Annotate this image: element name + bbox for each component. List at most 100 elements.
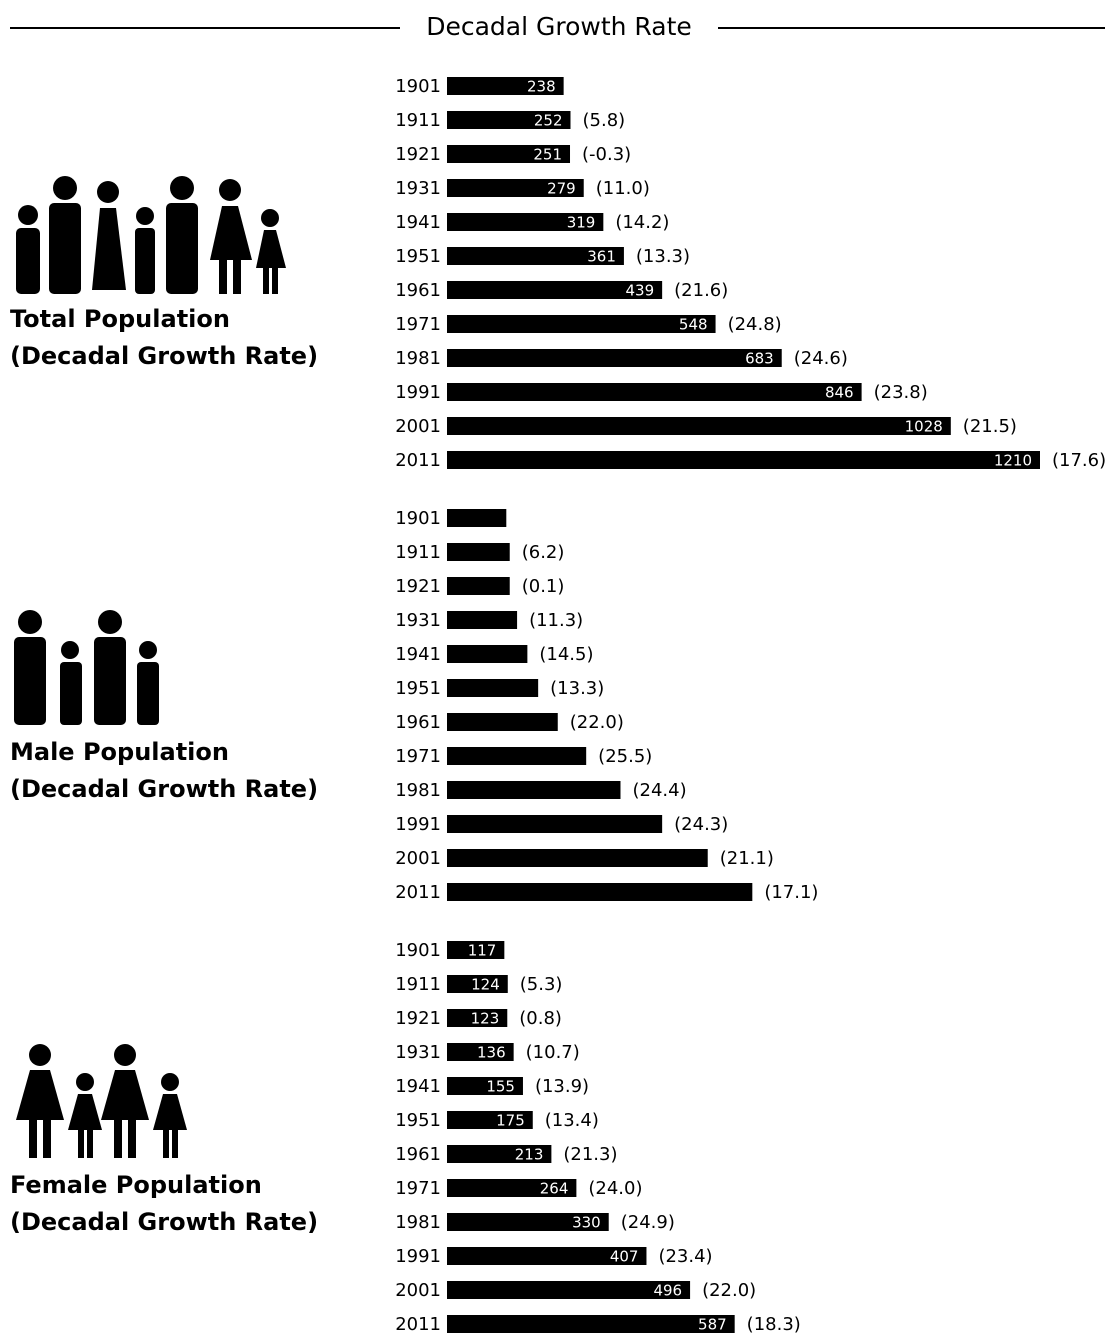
year-label: 1911 (395, 542, 441, 563)
family-icon (16, 176, 286, 294)
bar-value-label: 117 (468, 942, 497, 960)
year-label: 1991 (395, 382, 441, 403)
year-label: 1911 (395, 974, 441, 995)
bar-value-label: 846 (825, 384, 854, 402)
bar-value-label: 252 (534, 112, 563, 130)
year-label: 1951 (395, 1110, 441, 1131)
bar (447, 543, 510, 561)
year-label: 1901 (395, 508, 441, 529)
bar-value-label: 124 (471, 976, 500, 994)
growth-label: (21.1) (720, 848, 774, 869)
bar (447, 1077, 523, 1095)
growth-label: (24.8) (728, 314, 782, 335)
growth-label: (24.3) (674, 814, 728, 835)
year-label: 1961 (395, 280, 441, 301)
year-label: 1921 (395, 144, 441, 165)
growth-label: (13.9) (535, 1076, 589, 1097)
growth-label: (23.4) (658, 1246, 712, 1267)
year-label: 1931 (395, 610, 441, 631)
growth-label: (21.6) (674, 280, 728, 301)
bar-value-label: 496 (653, 1282, 682, 1300)
growth-label: (0.8) (519, 1008, 562, 1029)
growth-label: (11.3) (529, 610, 583, 631)
bar (447, 315, 716, 333)
year-label: 1981 (395, 1212, 441, 1233)
bar (447, 975, 508, 993)
bar (447, 645, 528, 663)
bar (447, 577, 510, 595)
bar-value-label: 439 (626, 282, 655, 300)
growth-label: (5.8) (583, 110, 626, 131)
growth-label: (23.8) (874, 382, 928, 403)
bar-value-label: 238 (527, 78, 556, 96)
growth-label: (18.3) (747, 1314, 801, 1335)
year-label: 2011 (395, 450, 441, 471)
year-label: 1991 (395, 814, 441, 835)
growth-label: (14.5) (539, 644, 593, 665)
bar (447, 1009, 508, 1027)
bar-value-label: 1210 (994, 452, 1032, 470)
year-label: 2001 (395, 416, 441, 437)
year-label: 1981 (395, 348, 441, 369)
bar-value-label: 213 (515, 1146, 544, 1164)
growth-label: (0.1) (522, 576, 565, 597)
growth-label: (5.3) (520, 974, 563, 995)
bar-value-label: 330 (572, 1214, 601, 1232)
bar (447, 1247, 647, 1265)
growth-label: (21.5) (963, 416, 1017, 437)
growth-label: (24.9) (621, 1212, 675, 1233)
year-label: 1971 (395, 314, 441, 335)
year-label: 2011 (395, 882, 441, 903)
bar (447, 77, 564, 95)
female-icon (16, 1044, 187, 1158)
group-title: Male Population (10, 738, 229, 766)
growth-label: (17.1) (764, 882, 818, 903)
bar-value-label: 279 (547, 180, 576, 198)
bar (447, 1315, 735, 1333)
growth-label: (10.7) (526, 1042, 580, 1063)
year-label: 1931 (395, 1042, 441, 1063)
bar (447, 1281, 691, 1299)
year-label: 1921 (395, 576, 441, 597)
bar-value-label: 361 (587, 248, 616, 266)
bar (447, 179, 584, 197)
group-subtitle: (Decadal Growth Rate) (10, 775, 318, 803)
bar (447, 111, 571, 129)
group-title: Female Population (10, 1171, 262, 1199)
growth-label: (22.0) (570, 712, 624, 733)
bar (447, 713, 558, 731)
year-label: 2001 (395, 1280, 441, 1301)
group-subtitle: (Decadal Growth Rate) (10, 342, 318, 370)
bar-value-label: 548 (679, 316, 708, 334)
year-label: 1941 (395, 644, 441, 665)
year-label: 1981 (395, 780, 441, 801)
bar (447, 1145, 552, 1163)
bar (447, 281, 663, 299)
year-label: 1961 (395, 1144, 441, 1165)
bar (447, 815, 663, 833)
bar (447, 679, 539, 697)
growth-label: (-0.3) (582, 144, 631, 165)
growth-label: (13.3) (550, 678, 604, 699)
year-label: 1921 (395, 1008, 441, 1029)
year-label: 1911 (395, 110, 441, 131)
growth-label: (24.4) (632, 780, 686, 801)
bar-value-label: 587 (698, 1316, 727, 1334)
growth-label: (17.6) (1052, 450, 1106, 471)
year-label: 1951 (395, 246, 441, 267)
bar (447, 1179, 577, 1197)
bar-value-label: 319 (567, 214, 596, 232)
growth-label: (6.2) (522, 542, 565, 563)
bar (447, 451, 1040, 469)
year-label: 1991 (395, 1246, 441, 1267)
year-label: 2001 (395, 848, 441, 869)
bar (447, 1043, 514, 1061)
bar (447, 417, 951, 435)
bar (447, 941, 505, 959)
growth-label: (11.0) (596, 178, 650, 199)
year-label: 1931 (395, 178, 441, 199)
bar (447, 349, 782, 367)
bar (447, 145, 571, 163)
year-label: 1951 (395, 678, 441, 699)
